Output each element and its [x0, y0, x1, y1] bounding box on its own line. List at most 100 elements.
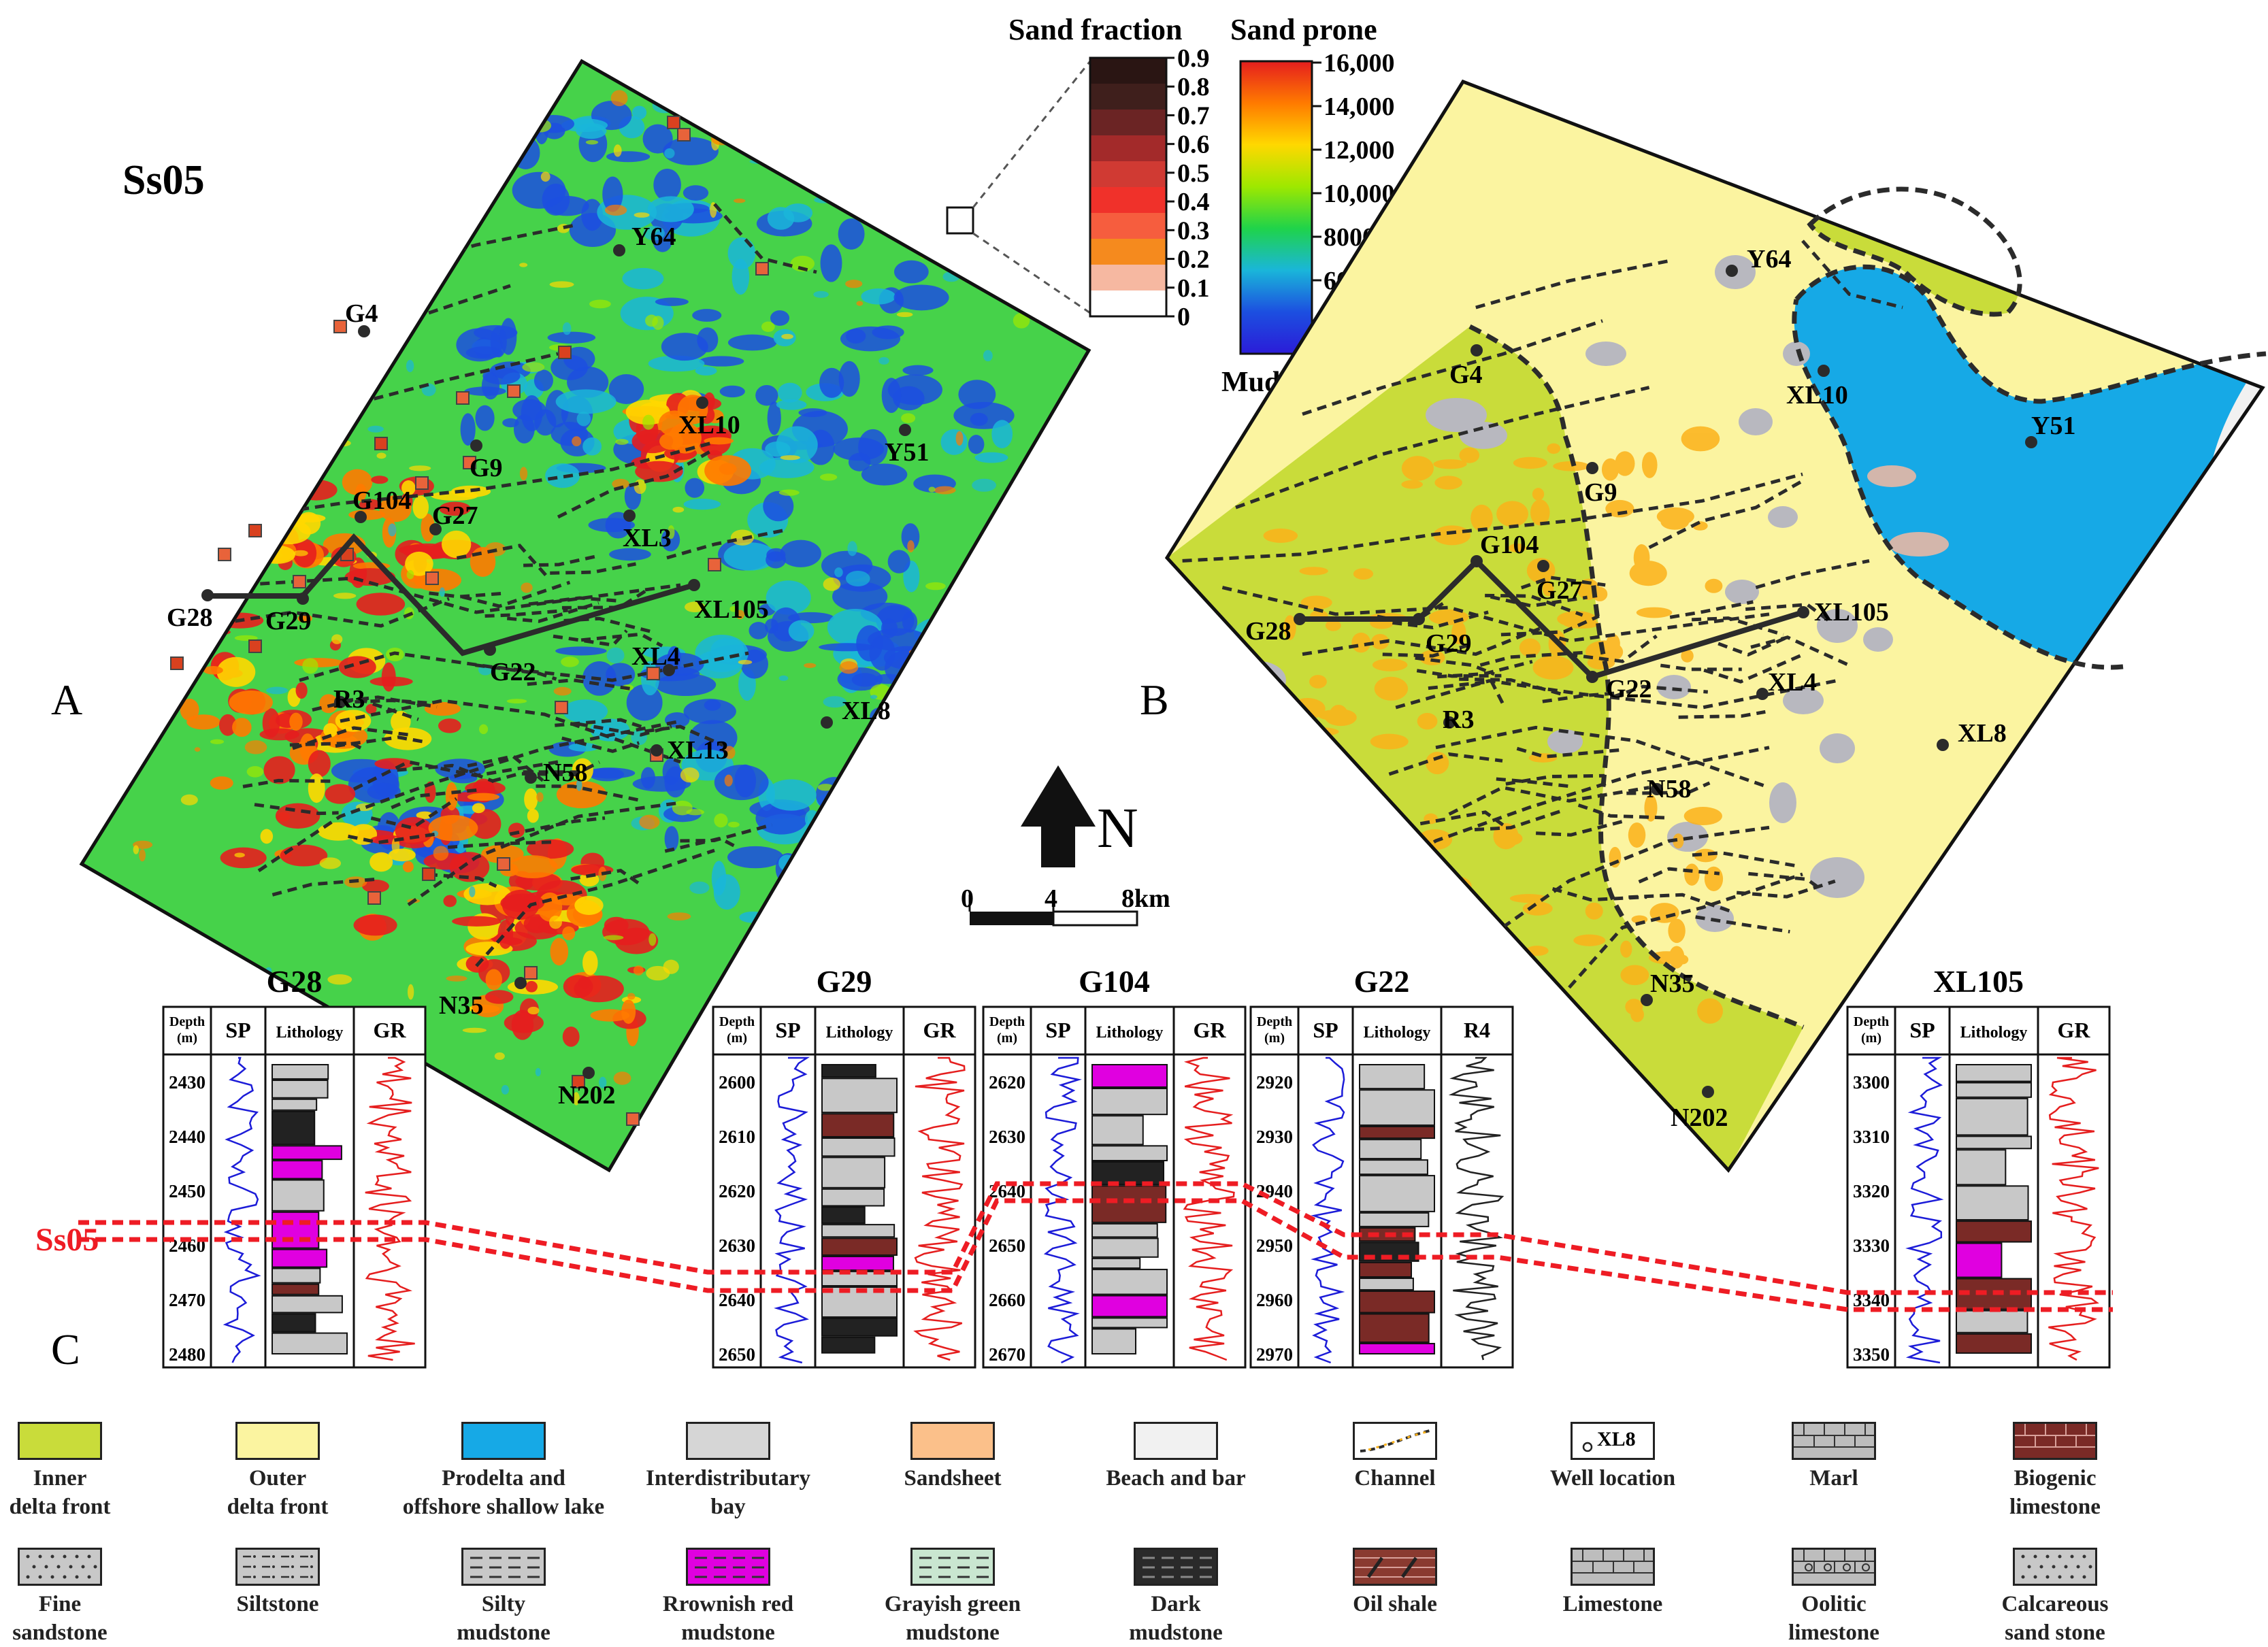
svg-text:2960: 2960 [1256, 1290, 1293, 1310]
sample-marker [415, 476, 429, 490]
svg-text:Depth: Depth [1257, 1014, 1292, 1029]
well-label: N202 [558, 1081, 615, 1110]
well-label: N202 [1671, 1103, 1728, 1132]
legend-label: Siltstone [236, 1592, 319, 1616]
legend-swatch [1571, 1548, 1655, 1586]
legend-item: Sandsheet [851, 1422, 1055, 1493]
sample-marker [626, 1112, 640, 1126]
svg-text:SP: SP [775, 1018, 800, 1042]
well-xl3-marker [623, 510, 636, 522]
sand-fraction-tick: 0.8 [1177, 73, 1210, 101]
svg-text:2440: 2440 [169, 1127, 206, 1147]
well-label: N35 [439, 991, 483, 1020]
legend-item: Outer delta front [176, 1422, 380, 1521]
north-arrow: N [1021, 765, 1138, 867]
svg-text:(m): (m) [997, 1031, 1017, 1046]
sample-marker [374, 437, 388, 450]
sand-prone-tick: 12,000 [1324, 136, 1395, 165]
legend-swatch [461, 1422, 546, 1460]
legend: Inner delta front Outer delta front Prodelta… [0, 1374, 2268, 1646]
sample-marker [558, 346, 572, 359]
sand-fraction-tick: 0.1 [1177, 274, 1210, 303]
legend-swatch [910, 1422, 995, 1460]
well-label: G9 [470, 454, 503, 482]
svg-text:Depth: Depth [1854, 1014, 1889, 1029]
sample-marker [667, 116, 680, 129]
well-label: Y51 [2031, 412, 2075, 440]
well-n202-marker [582, 1067, 595, 1079]
well-label: G9 [1584, 478, 1617, 507]
svg-text:2940: 2940 [1256, 1181, 1293, 1201]
svg-text:3350: 3350 [1853, 1344, 1890, 1365]
sample-marker [422, 867, 435, 881]
svg-text:2470: 2470 [169, 1290, 206, 1310]
inner-delta-front-zone [1167, 327, 1803, 1170]
well-label: XL4 [631, 642, 680, 671]
legend-label: Limestone [1562, 1592, 1663, 1616]
well-label: N58 [1647, 775, 1691, 803]
svg-text:2600: 2600 [719, 1072, 755, 1093]
svg-text:2630: 2630 [719, 1235, 755, 1256]
legend-label: Calcareous sand stone [2001, 1592, 2109, 1645]
svg-text:(m): (m) [1861, 1031, 1881, 1046]
legend-swatch [1792, 1422, 1876, 1460]
well-g29-marker [1413, 613, 1425, 625]
well-label: R3 [1443, 705, 1474, 734]
svg-text:2660: 2660 [989, 1290, 1025, 1310]
well-g9-marker [1586, 462, 1598, 474]
well-label: Y64 [1747, 245, 1791, 273]
svg-text:G22: G22 [1354, 964, 1410, 999]
well-r3-marker [1443, 716, 1456, 729]
sample-marker [524, 966, 538, 980]
scale-bar: 0 4 8km [961, 884, 1170, 927]
well-xl10-marker [696, 397, 708, 409]
legend-item: Silty mudstone [401, 1548, 606, 1647]
svg-text:2650: 2650 [989, 1235, 1025, 1256]
panel-b-label: B [1140, 676, 1169, 724]
sand-fraction-title: Sand fraction [1008, 13, 1182, 46]
svg-text:3320: 3320 [1853, 1181, 1890, 1201]
sample-marker [497, 857, 510, 871]
scale-label-8km: 8km [1121, 884, 1170, 913]
sample-marker [463, 456, 476, 469]
well-xl105-marker [1797, 606, 1809, 618]
legend-item: Prodelta and offshore shallow lake [401, 1422, 606, 1521]
sample-marker [456, 391, 470, 405]
sample-marker [425, 571, 439, 585]
well-g28-marker [201, 589, 214, 601]
well-n58-marker [1651, 783, 1663, 795]
svg-text:GR: GR [923, 1018, 957, 1042]
well-g27-marker [429, 523, 442, 535]
well-label: G104 [1480, 531, 1539, 559]
sample-marker [572, 1075, 585, 1088]
legend-label: Well location [1549, 1466, 1676, 1491]
well-label: XL8 [842, 697, 891, 725]
svg-text:(m): (m) [177, 1031, 197, 1046]
svg-text:2630: 2630 [989, 1127, 1025, 1147]
well-log-g22: G22 Depth (m) SP Lithology R4 2920 2930 2940 2950… [1249, 964, 1514, 1369]
legend-swatch [235, 1422, 320, 1460]
svg-text:2430: 2430 [169, 1072, 206, 1093]
svg-text:2930: 2930 [1256, 1127, 1293, 1147]
well-label: R3 [333, 685, 365, 714]
well-label: G27 [1536, 576, 1583, 605]
legend-label: Grayish green mudstone [884, 1592, 1021, 1645]
legend-item: Grayish green mudstone [851, 1548, 1055, 1647]
legend-swatch [2013, 1548, 2097, 1586]
well-label: XL10 [1786, 381, 1848, 410]
svg-text:SP: SP [1045, 1018, 1070, 1042]
legend-swatch [461, 1548, 546, 1586]
svg-text:SP: SP [225, 1018, 250, 1042]
well-label: XL13 [667, 736, 729, 765]
svg-text:3300: 3300 [1853, 1072, 1890, 1093]
well-label: XL105 [694, 595, 769, 624]
legend-item: XL8 Well location [1511, 1422, 1715, 1493]
well-label: G28 [167, 603, 213, 632]
legend-swatch [910, 1548, 995, 1586]
svg-text:2650: 2650 [719, 1344, 755, 1365]
well-xl13-marker [651, 744, 663, 756]
legend-label: Marl [1809, 1466, 1858, 1491]
